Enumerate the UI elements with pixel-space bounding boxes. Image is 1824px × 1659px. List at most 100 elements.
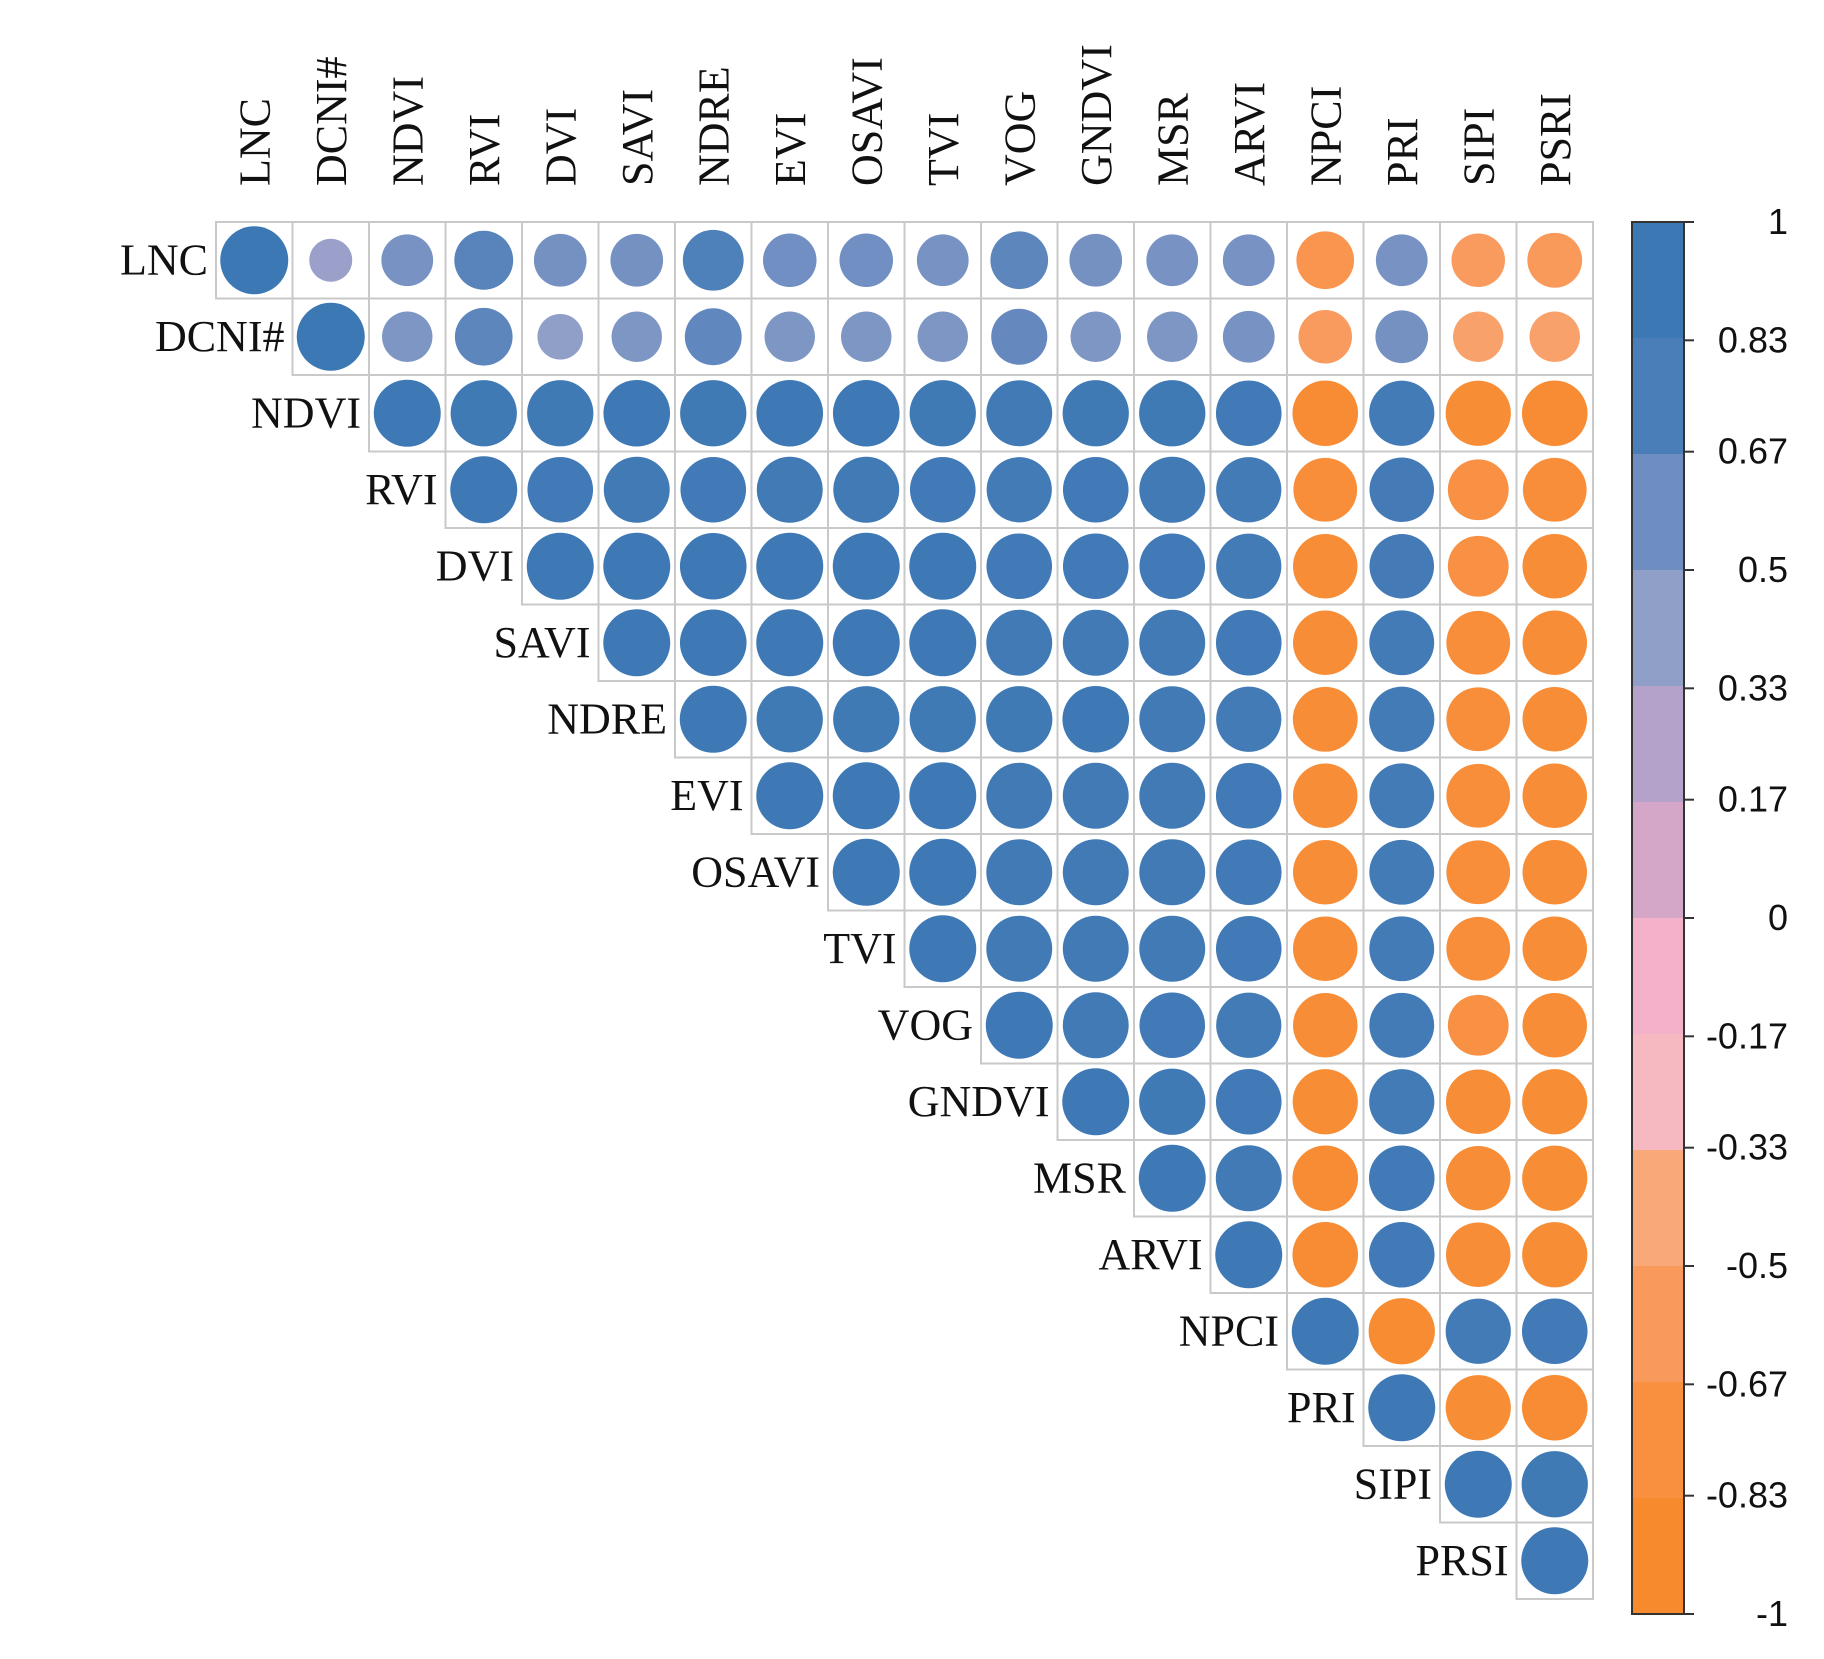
corr-circle-17-17 [1521, 1527, 1589, 1595]
corr-circle-10-16 [1447, 994, 1509, 1056]
corr-circle-9-17 [1522, 916, 1588, 982]
corr-circle-0-8 [839, 233, 894, 288]
corr-circle-0-14 [1296, 231, 1355, 290]
col-label-1: DCNI# [307, 56, 356, 186]
corr-circle-2-13 [1215, 380, 1282, 447]
corr-circle-3-15 [1369, 457, 1435, 523]
colorbar-tick-label: 0.67 [1718, 431, 1788, 472]
corr-circle-9-11 [1062, 915, 1129, 982]
corr-circle-7-12 [1139, 762, 1206, 829]
corr-circle-1-9 [917, 311, 968, 362]
corr-circle-4-7 [756, 532, 824, 600]
corr-circle-5-6 [679, 609, 747, 677]
colorbar-tick-label: 0 [1768, 897, 1788, 938]
corr-circle-7-11 [1062, 762, 1129, 829]
corr-circle-1-16 [1453, 311, 1504, 362]
col-label-11: GNDVI [1072, 44, 1121, 186]
corr-circle-9-10 [986, 915, 1053, 982]
corr-circle-2-16 [1445, 380, 1511, 446]
corr-circle-5-15 [1369, 610, 1435, 676]
corr-circle-1-2 [382, 311, 433, 362]
corr-circle-1-15 [1375, 310, 1429, 364]
corr-circle-5-11 [1062, 609, 1129, 676]
col-label-13: ARVI [1225, 82, 1274, 186]
col-label-17: PSRI [1531, 93, 1580, 186]
correlation-circles [220, 226, 1589, 1595]
corr-circle-4-4 [526, 532, 594, 600]
corr-circle-1-3 [454, 307, 513, 366]
corr-circle-0-1 [309, 238, 353, 282]
corr-circle-1-17 [1529, 311, 1580, 362]
corr-circle-2-10 [986, 380, 1053, 447]
corr-circle-2-7 [756, 379, 824, 447]
corr-circle-10-17 [1522, 992, 1588, 1058]
corr-circle-8-9 [909, 838, 977, 906]
corr-circle-4-16 [1447, 535, 1509, 597]
corr-circle-12-12 [1138, 1144, 1206, 1212]
corr-circle-12-17 [1522, 1145, 1588, 1211]
col-label-16: SIPI [1454, 108, 1503, 186]
corr-circle-0-5 [610, 233, 664, 287]
corr-circle-6-14 [1292, 686, 1358, 752]
corr-circle-5-14 [1292, 610, 1358, 676]
column-labels: LNC DCNI# NDVI RVI DVI SAVI NDRE EVI OSAVI TVI VOG… [230, 44, 1580, 186]
corr-circle-11-12 [1139, 1068, 1206, 1135]
row-label-10: VOG [878, 1000, 973, 1049]
corr-circle-0-11 [1069, 233, 1123, 287]
col-label-5: SAVI [613, 89, 662, 186]
corr-circle-4-17 [1522, 533, 1588, 599]
corr-circle-4-10 [986, 533, 1053, 600]
colorbar-tick-label: 0.83 [1718, 319, 1788, 360]
corr-circle-1-4 [537, 313, 584, 360]
corr-circle-4-8 [832, 532, 900, 600]
corr-circle-0-2 [381, 234, 434, 287]
colorbar-tick-label: 0.33 [1718, 667, 1788, 708]
corr-circle-6-13 [1216, 686, 1282, 752]
corr-circle-3-4 [527, 456, 594, 523]
colorbar-band [1632, 570, 1684, 687]
colorbar-band [1632, 1266, 1684, 1383]
corr-circle-15-17 [1521, 1374, 1588, 1441]
col-label-6: NDRE [689, 66, 738, 186]
corr-circle-5-5 [603, 609, 671, 677]
corr-circle-6-10 [986, 686, 1053, 753]
col-label-8: OSAVI [842, 57, 891, 186]
corr-circle-13-15 [1368, 1221, 1435, 1288]
corr-circle-11-17 [1522, 1069, 1588, 1135]
col-label-2: NDVI [383, 76, 432, 186]
row-label-16: SIPI [1354, 1459, 1432, 1508]
colorbar-tick-label: -0.5 [1726, 1245, 1788, 1286]
corr-circle-11-16 [1445, 1069, 1511, 1135]
corr-circle-13-17 [1522, 1222, 1588, 1288]
corr-circle-5-10 [986, 609, 1053, 676]
corr-circle-6-6 [679, 685, 747, 753]
corr-circle-10-15 [1369, 992, 1435, 1058]
corr-circle-10-13 [1216, 992, 1282, 1058]
colorbar-tick-label: -1 [1756, 1593, 1788, 1634]
corr-circle-0-6 [682, 229, 744, 291]
corr-circle-7-14 [1292, 763, 1358, 829]
corr-circle-3-12 [1139, 456, 1206, 523]
row-label-1: DCNI# [155, 312, 285, 361]
corr-circle-3-11 [1062, 456, 1129, 523]
colorbar-band [1632, 222, 1684, 339]
colorbar-band [1632, 338, 1684, 455]
corr-circle-4-6 [679, 532, 747, 600]
corr-circle-2-12 [1139, 380, 1206, 447]
corr-circle-14-14 [1291, 1297, 1359, 1365]
row-label-17: PRSI [1416, 1536, 1509, 1585]
corr-circle-8-10 [986, 839, 1053, 906]
row-label-3: RVI [365, 465, 437, 514]
corr-circle-1-8 [841, 311, 892, 362]
corr-circle-10-12 [1139, 992, 1206, 1059]
corr-circle-8-17 [1522, 839, 1588, 905]
corr-circle-6-16 [1446, 687, 1511, 752]
corr-circle-13-14 [1292, 1221, 1359, 1288]
corr-circle-4-13 [1216, 533, 1282, 599]
corr-circle-6-12 [1139, 686, 1206, 753]
corr-circle-2-3 [450, 380, 517, 447]
row-label-11: GNDVI [908, 1077, 1050, 1126]
corr-circle-2-15 [1369, 380, 1435, 446]
corr-circle-2-14 [1292, 380, 1359, 447]
